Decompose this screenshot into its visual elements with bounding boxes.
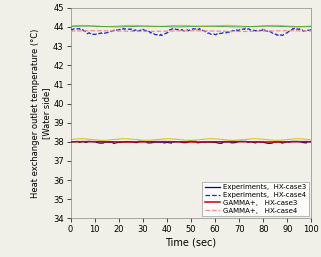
Experiments,  HX-case4 [289, 29, 292, 32]
Experiments,  HX-case3 [309, 140, 313, 143]
Experiments,  HX-case4 [277, 34, 281, 37]
GAMMA+,   HX-case3 [218, 140, 221, 143]
GAMMA+,   HX-case3 [273, 140, 277, 143]
Experiments,  HX-case4 [273, 32, 276, 35]
GAMMA+,   HX-case3 [70, 140, 74, 143]
GAMMA+,   HX-case4 [70, 30, 74, 33]
Y-axis label: Heat exchanger outlet temperature (°C)
[Water side]: Heat exchanger outlet temperature (°C) [… [31, 28, 52, 198]
Experiments,  HX-case4 [212, 32, 216, 35]
Experiments,  HX-case3 [213, 141, 217, 144]
GAMMA+,   HX-case3 [159, 140, 163, 143]
Experiments,  HX-case3 [268, 142, 272, 145]
Line: Experiments,  HX-case4: Experiments, HX-case4 [71, 28, 311, 36]
Line: Experiments,  HX-case3: Experiments, HX-case3 [71, 141, 311, 143]
GAMMA+,   HX-case3 [213, 140, 217, 143]
GAMMA+,   HX-case3 [69, 140, 73, 143]
Experiments,  HX-case3 [289, 140, 292, 143]
Experiments,  HX-case3 [69, 140, 73, 143]
Experiments,  HX-case4 [70, 28, 74, 31]
Experiments,  HX-case4 [172, 27, 176, 30]
Experiments,  HX-case3 [217, 142, 221, 145]
GAMMA+,   HX-case3 [289, 140, 292, 143]
GAMMA+,   HX-case4 [214, 30, 218, 33]
Legend: Experiments,  HX-case3, Experiments,  HX-case4, GAMMA+,   HX-case3, GAMMA+,   HX: Experiments, HX-case3, Experiments, HX-c… [203, 182, 309, 216]
Experiments,  HX-case3 [70, 140, 74, 143]
Experiments,  HX-case3 [188, 140, 192, 143]
Experiments,  HX-case3 [273, 141, 277, 144]
GAMMA+,   HX-case4 [273, 29, 277, 32]
GAMMA+,   HX-case4 [309, 30, 313, 33]
GAMMA+,   HX-case4 [213, 30, 217, 33]
GAMMA+,   HX-case3 [195, 141, 199, 144]
GAMMA+,   HX-case4 [141, 30, 145, 33]
GAMMA+,   HX-case3 [309, 140, 313, 143]
GAMMA+,   HX-case3 [214, 140, 218, 143]
Experiments,  HX-case4 [309, 28, 313, 31]
X-axis label: Time (sec): Time (sec) [165, 237, 217, 247]
GAMMA+,   HX-case4 [93, 29, 97, 32]
Experiments,  HX-case4 [217, 31, 221, 34]
GAMMA+,   HX-case4 [218, 30, 221, 33]
GAMMA+,   HX-case4 [289, 29, 292, 32]
GAMMA+,   HX-case4 [69, 30, 73, 33]
Experiments,  HX-case3 [212, 141, 216, 144]
Experiments,  HX-case4 [213, 33, 217, 36]
Experiments,  HX-case4 [69, 28, 73, 31]
